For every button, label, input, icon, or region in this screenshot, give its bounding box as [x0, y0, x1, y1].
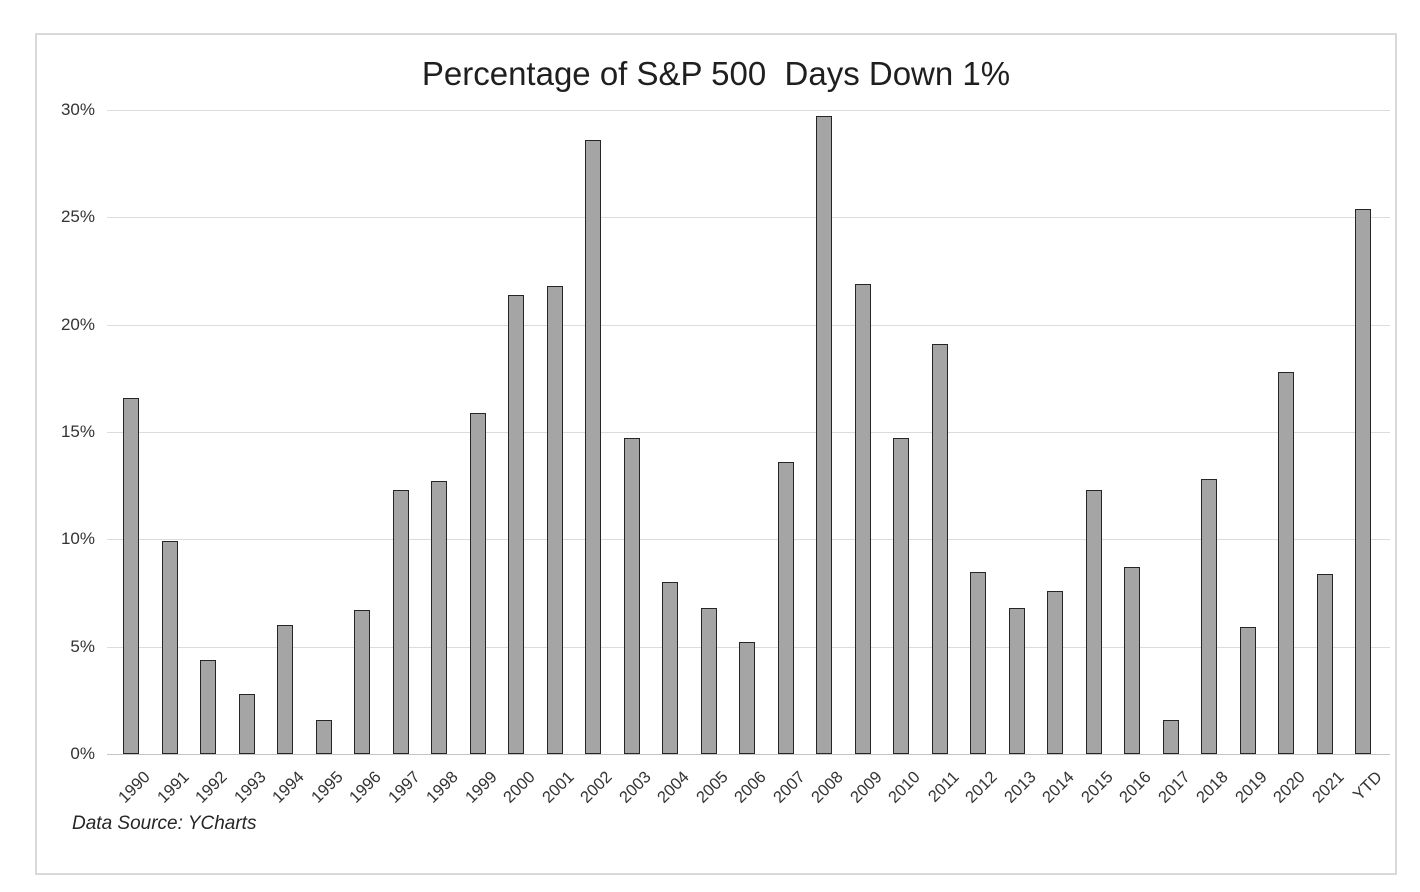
bar-1999	[469, 412, 486, 754]
gridline	[107, 110, 1390, 111]
bar-1998	[431, 481, 447, 754]
bar-2008	[816, 116, 832, 754]
bar-2007	[777, 462, 794, 754]
gridline	[107, 539, 1390, 541]
bar-2001	[546, 286, 563, 754]
bar-1990	[123, 397, 139, 754]
source-note: Data Source: YCharts	[72, 813, 257, 834]
bar-2019	[1239, 627, 1256, 754]
bar-2018	[1201, 479, 1217, 754]
y-tick-label: 15%	[60, 422, 95, 441]
bar-2012	[970, 571, 986, 754]
bar-2017	[1162, 719, 1179, 754]
bar-1993	[238, 693, 255, 754]
bar-2005	[700, 608, 717, 754]
bar-2015	[1085, 489, 1102, 754]
bar-2020	[1278, 371, 1294, 754]
chart-frame: Percentage of S&P 500 Days Down 1% 30% 25…	[35, 33, 1397, 875]
bar-1995	[315, 719, 332, 754]
bar-2009	[854, 283, 871, 754]
y-tick-label: 10%	[60, 529, 95, 549]
gridline	[107, 324, 1390, 326]
bar-1997	[392, 489, 409, 754]
bar-2011	[931, 343, 948, 754]
x-axis-line	[107, 754, 1390, 755]
bar-YTD	[1355, 208, 1371, 754]
bar-2004	[662, 582, 678, 754]
bar-1996	[354, 610, 370, 754]
bar-2021	[1316, 573, 1333, 754]
gridline	[107, 217, 1390, 219]
bar-1994	[277, 625, 293, 754]
bar-2016	[1124, 567, 1140, 754]
bar-2014	[1047, 590, 1063, 754]
y-tick-label: 20%	[60, 314, 95, 334]
bar-2000	[508, 294, 524, 754]
y-tick-label: 25%	[60, 207, 95, 227]
bar-2006	[739, 642, 755, 754]
bar-1992	[200, 659, 216, 754]
bar-2002	[585, 140, 601, 754]
bar-2003	[623, 438, 640, 754]
bar-1991	[161, 541, 178, 754]
gridline	[107, 432, 1390, 433]
y-tick-label: 30%	[60, 100, 95, 119]
y-tick-label: 0%	[70, 744, 95, 763]
bar-2013	[1008, 608, 1025, 754]
chart-title: Percentage of S&P 500 Days Down 1%	[421, 55, 1011, 92]
y-tick-label: 5%	[70, 636, 95, 656]
plot-area: 30% 25% 20% 15% 10% 5% 0% 1990 1991 1992 1993 1994 1…	[37, 35, 1395, 873]
bar-2010	[893, 438, 909, 754]
